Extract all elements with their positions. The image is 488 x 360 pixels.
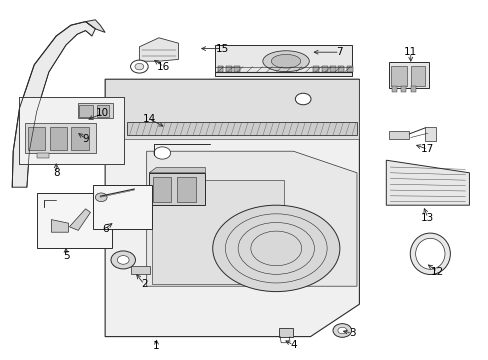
Text: 2: 2 xyxy=(141,279,147,289)
Ellipse shape xyxy=(271,54,300,68)
Text: 13: 13 xyxy=(420,213,434,223)
Polygon shape xyxy=(146,151,356,286)
Bar xyxy=(78,103,113,118)
Bar xyxy=(410,86,415,92)
Bar xyxy=(388,131,408,139)
Text: 8: 8 xyxy=(53,168,60,178)
Bar xyxy=(346,66,352,72)
Polygon shape xyxy=(151,180,283,284)
Bar xyxy=(329,66,335,72)
Polygon shape xyxy=(69,209,90,230)
Bar xyxy=(321,66,327,72)
Polygon shape xyxy=(127,122,356,135)
Polygon shape xyxy=(139,38,178,61)
Text: 16: 16 xyxy=(157,62,170,72)
Bar xyxy=(217,66,223,72)
Text: 5: 5 xyxy=(62,251,69,261)
Text: 12: 12 xyxy=(430,267,444,277)
Bar xyxy=(177,177,195,202)
Text: 15: 15 xyxy=(215,44,229,54)
Text: 9: 9 xyxy=(82,134,89,144)
Bar xyxy=(388,62,428,88)
Ellipse shape xyxy=(212,205,339,292)
Circle shape xyxy=(332,324,351,337)
Text: 14: 14 xyxy=(142,114,156,124)
Bar xyxy=(131,266,149,274)
Circle shape xyxy=(111,251,135,269)
Bar xyxy=(93,185,151,229)
Text: 10: 10 xyxy=(96,108,109,118)
Polygon shape xyxy=(85,20,105,32)
Bar xyxy=(338,66,344,72)
Ellipse shape xyxy=(415,238,444,269)
Circle shape xyxy=(95,193,107,202)
Bar xyxy=(25,123,96,153)
Bar xyxy=(225,66,231,72)
Bar xyxy=(19,97,123,164)
Ellipse shape xyxy=(262,51,308,72)
Text: 4: 4 xyxy=(289,340,296,350)
Polygon shape xyxy=(105,79,359,139)
Bar xyxy=(425,127,435,141)
Text: 11: 11 xyxy=(403,47,417,57)
Bar xyxy=(28,127,45,150)
Bar xyxy=(19,97,123,164)
Bar xyxy=(278,328,293,337)
Text: 7: 7 xyxy=(336,47,343,57)
Bar xyxy=(390,66,406,86)
Polygon shape xyxy=(149,167,205,173)
Circle shape xyxy=(154,147,170,159)
Bar xyxy=(71,127,88,150)
Bar xyxy=(410,66,425,86)
Bar xyxy=(79,105,93,117)
Circle shape xyxy=(295,93,310,105)
Polygon shape xyxy=(386,160,468,205)
Bar xyxy=(37,153,49,158)
Polygon shape xyxy=(215,45,351,76)
Polygon shape xyxy=(12,22,95,187)
Bar xyxy=(391,86,396,92)
Bar xyxy=(400,86,405,92)
Circle shape xyxy=(117,256,129,264)
Bar xyxy=(50,127,67,150)
Text: 3: 3 xyxy=(348,328,355,338)
Polygon shape xyxy=(51,220,68,232)
Bar xyxy=(97,105,109,117)
Bar xyxy=(312,66,318,72)
Ellipse shape xyxy=(409,233,449,275)
Circle shape xyxy=(337,327,346,334)
Polygon shape xyxy=(105,79,359,337)
Bar xyxy=(37,193,112,248)
Text: 1: 1 xyxy=(153,341,160,351)
Circle shape xyxy=(135,63,143,70)
Text: 6: 6 xyxy=(102,224,108,234)
Bar xyxy=(149,173,205,205)
Bar xyxy=(233,66,239,72)
Text: 17: 17 xyxy=(420,144,434,154)
Circle shape xyxy=(130,60,148,73)
Bar xyxy=(152,177,171,202)
